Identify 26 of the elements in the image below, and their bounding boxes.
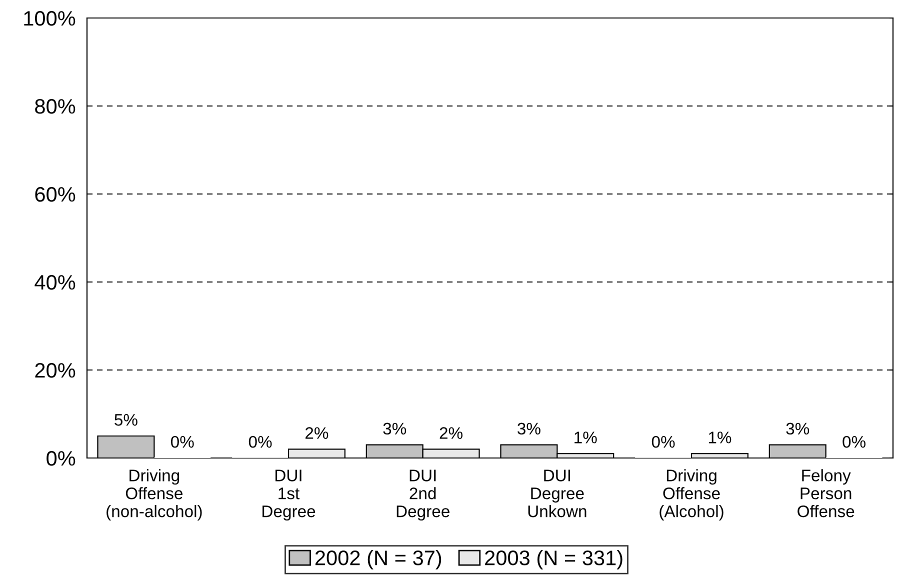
y-tick-label: 100% <box>24 11 76 26</box>
y-tick-label: 0% <box>46 451 76 466</box>
x-tick-label: DUI 1st Degree <box>262 470 316 521</box>
legend-label: 2003 (N = 331) <box>485 550 622 570</box>
x-tick-label: DUI Degree Unkown <box>528 470 586 518</box>
data-label: 2% <box>306 427 328 439</box>
x-tick-label: Driving Offense (non-alcohol) <box>106 469 202 521</box>
data-label: 0% <box>652 436 675 448</box>
data-label: 0% <box>170 436 194 448</box>
data-label: 0% <box>842 436 866 448</box>
x-tick-label: DUI 2nd Degree <box>396 470 450 521</box>
data-label: 3% <box>786 422 810 435</box>
data-label: 3% <box>383 422 406 435</box>
data-label: 3% <box>518 422 540 435</box>
data-label: 1% <box>708 432 732 444</box>
y-tick-label: 40% <box>34 275 76 290</box>
data-label: 0% <box>248 436 272 448</box>
data-label: 2% <box>440 427 462 439</box>
x-tick-label: Driving Offense (Alcohol) <box>660 469 724 521</box>
x-tick-label: Felony Person Offense <box>798 469 854 518</box>
data-label: 1% <box>574 432 597 444</box>
legend-label: 2002 (N = 37) <box>315 550 442 570</box>
y-tick-label: 20% <box>35 363 76 378</box>
y-tick-label: 60% <box>35 187 76 202</box>
y-tick-label: 80% <box>35 99 76 114</box>
data-label: 5% <box>114 414 138 426</box>
